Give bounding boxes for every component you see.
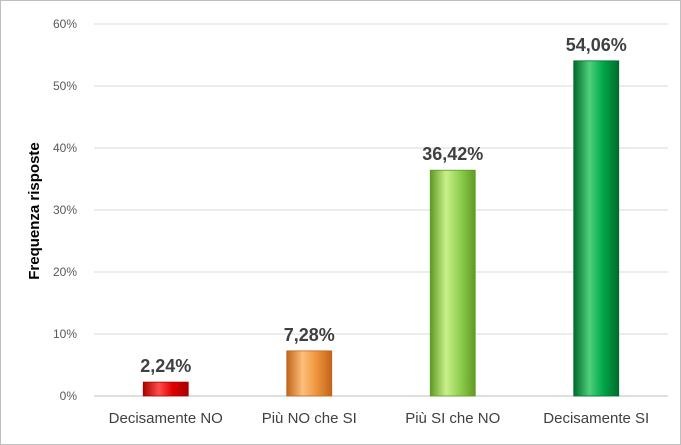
data-label: 7,28% (284, 325, 335, 345)
data-label: 54,06% (566, 35, 627, 55)
y-tick-label: 40% (53, 141, 77, 155)
data-label: 2,24% (140, 356, 191, 376)
x-tick-label: Decisamente NO (109, 410, 223, 427)
x-tick-label: Più NO che SI (262, 410, 357, 427)
bar (429, 169, 476, 397)
bars (142, 60, 620, 397)
bar (286, 350, 333, 397)
y-tick-label: 60% (53, 17, 77, 31)
y-tick-label: 50% (53, 79, 77, 93)
y-tick-label: 0% (60, 389, 78, 403)
bar (142, 381, 189, 397)
x-axis-categories: Decisamente NO Più NO che SI Più SI che NO… (109, 410, 650, 427)
data-label: 36,42% (422, 144, 483, 164)
x-tick-label: Decisamente SI (543, 410, 649, 427)
gridlines (94, 23, 668, 397)
y-axis-ticks: 0% 10% 20% 30% 40% 50% 60% (53, 17, 77, 403)
y-tick-label: 20% (53, 265, 77, 279)
bar (573, 60, 620, 397)
x-tick-label: Più SI che NO (405, 410, 500, 427)
y-tick-label: 10% (53, 327, 77, 341)
y-axis-title: Frequenza risposte (26, 142, 43, 280)
y-tick-label: 30% (53, 203, 77, 217)
data-labels: 2,24% 7,28% 36,42% 54,06% (140, 35, 627, 376)
